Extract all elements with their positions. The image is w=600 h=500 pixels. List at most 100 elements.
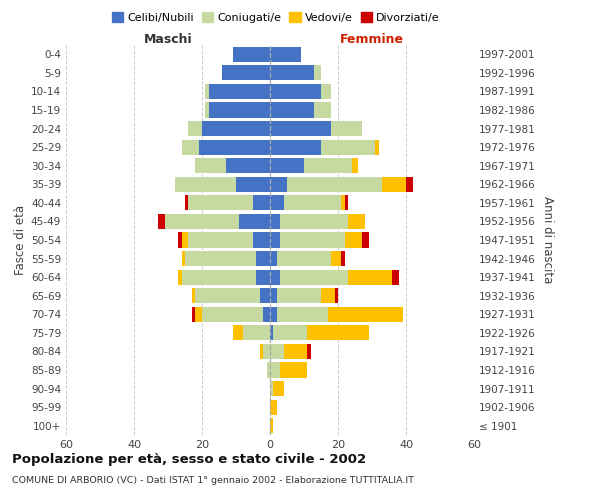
Bar <box>376 140 379 155</box>
Bar <box>284 195 341 210</box>
Bar <box>182 232 188 248</box>
Bar <box>362 232 368 248</box>
Bar <box>223 65 270 80</box>
Bar <box>270 232 280 248</box>
Bar <box>270 251 277 266</box>
Bar <box>270 418 274 434</box>
Bar <box>188 232 253 248</box>
Bar <box>239 214 270 229</box>
Bar <box>199 140 270 155</box>
Bar <box>256 251 270 266</box>
Bar <box>328 306 403 322</box>
Bar <box>202 121 270 136</box>
Bar <box>392 270 399 285</box>
Bar <box>341 251 345 266</box>
Bar <box>352 158 358 174</box>
Bar <box>270 102 314 118</box>
Bar <box>270 344 284 359</box>
Bar <box>280 362 307 378</box>
Bar <box>270 325 274 340</box>
Bar <box>270 195 284 210</box>
Bar <box>270 306 277 322</box>
Bar <box>280 232 345 248</box>
Bar <box>270 84 321 99</box>
Bar <box>263 344 270 359</box>
Bar <box>284 344 307 359</box>
Bar <box>270 214 280 229</box>
Bar <box>341 195 345 210</box>
Bar <box>287 176 382 192</box>
Bar <box>158 214 164 229</box>
Bar <box>266 362 270 378</box>
Bar <box>314 65 321 80</box>
Bar <box>345 195 348 210</box>
Bar <box>188 121 202 136</box>
Bar <box>175 176 236 192</box>
Bar <box>280 214 348 229</box>
Bar <box>345 232 362 248</box>
Bar <box>321 140 376 155</box>
Bar <box>348 270 392 285</box>
Y-axis label: Anni di nascita: Anni di nascita <box>541 196 554 284</box>
Bar <box>185 251 256 266</box>
Text: Maschi: Maschi <box>143 33 193 46</box>
Bar <box>192 306 195 322</box>
Bar <box>256 270 270 285</box>
Bar <box>274 325 307 340</box>
Bar <box>195 158 226 174</box>
Bar <box>382 176 406 192</box>
Bar <box>182 140 199 155</box>
Bar <box>270 65 314 80</box>
Bar <box>321 288 335 304</box>
Bar <box>195 288 260 304</box>
Bar <box>178 270 182 285</box>
Bar <box>182 270 256 285</box>
Bar <box>164 214 239 229</box>
Bar <box>331 251 341 266</box>
Bar <box>270 46 301 62</box>
Bar <box>178 232 182 248</box>
Bar <box>280 270 348 285</box>
Bar <box>236 176 270 192</box>
Bar <box>182 251 185 266</box>
Bar <box>270 270 280 285</box>
Bar <box>233 325 243 340</box>
Bar <box>188 195 253 210</box>
Bar <box>304 158 352 174</box>
Bar <box>270 176 287 192</box>
Bar <box>270 362 280 378</box>
Bar <box>209 102 270 118</box>
Text: Popolazione per età, sesso e stato civile - 2002: Popolazione per età, sesso e stato civil… <box>12 452 366 466</box>
Bar <box>195 306 202 322</box>
Text: Femmine: Femmine <box>340 33 404 46</box>
Bar <box>233 46 270 62</box>
Bar <box>348 214 365 229</box>
Bar <box>270 400 277 415</box>
Bar <box>260 288 270 304</box>
Bar <box>277 251 331 266</box>
Bar <box>253 232 270 248</box>
Bar <box>209 84 270 99</box>
Bar <box>277 306 328 322</box>
Bar <box>243 325 270 340</box>
Bar <box>185 195 188 210</box>
Bar <box>226 158 270 174</box>
Bar <box>307 344 311 359</box>
Bar <box>270 381 274 396</box>
Bar <box>321 84 331 99</box>
Y-axis label: Fasce di età: Fasce di età <box>14 205 27 275</box>
Bar <box>406 176 413 192</box>
Legend: Celibi/Nubili, Coniugati/e, Vedovi/e, Divorziati/e: Celibi/Nubili, Coniugati/e, Vedovi/e, Di… <box>108 8 444 28</box>
Bar <box>270 288 277 304</box>
Text: COMUNE DI ARBORIO (VC) - Dati ISTAT 1° gennaio 2002 - Elaborazione TUTTITALIA.IT: COMUNE DI ARBORIO (VC) - Dati ISTAT 1° g… <box>12 476 414 485</box>
Bar <box>314 102 331 118</box>
Bar <box>307 325 368 340</box>
Bar <box>335 288 338 304</box>
Bar <box>192 288 195 304</box>
Bar <box>202 306 263 322</box>
Bar <box>270 140 321 155</box>
Bar <box>260 344 263 359</box>
Bar <box>263 306 270 322</box>
Bar <box>274 381 284 396</box>
Bar <box>253 195 270 210</box>
